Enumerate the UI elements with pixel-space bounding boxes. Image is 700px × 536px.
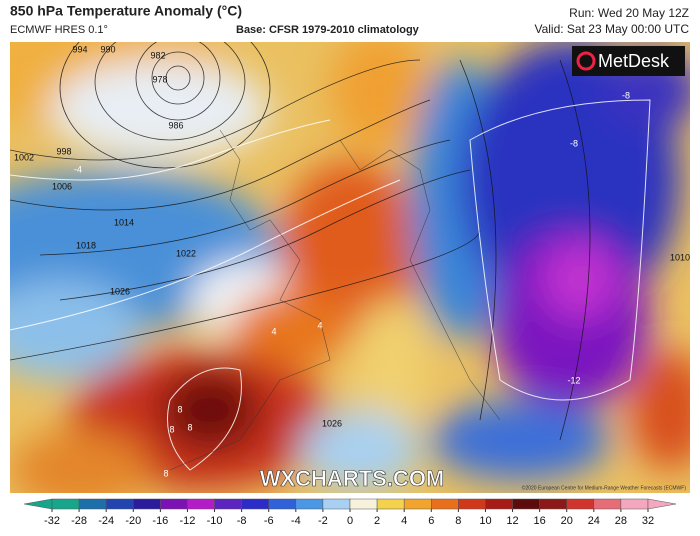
contour-label: 8 bbox=[163, 468, 168, 478]
colorbar-label: -6 bbox=[264, 515, 274, 527]
run: Run: Wed 20 May 12Z bbox=[569, 6, 689, 20]
colorbar-label: 12 bbox=[506, 515, 518, 527]
colorbar-segment bbox=[620, 498, 649, 510]
colorbar-segment bbox=[160, 498, 188, 510]
contour-label: 4 bbox=[271, 326, 276, 336]
colorbar-segment bbox=[512, 498, 540, 510]
copyright: ©2020 European Centre for Medium-Range W… bbox=[522, 484, 687, 491]
contour-label: -12 bbox=[567, 375, 580, 385]
logo: MetDesk bbox=[598, 51, 670, 71]
contour-label: 8 bbox=[169, 424, 174, 434]
watermark: WXCHARTS.COM bbox=[260, 466, 445, 491]
colorbar-label: 32 bbox=[642, 515, 654, 527]
colorbar-label: 8 bbox=[455, 515, 461, 527]
isobar-label: 1018 bbox=[76, 240, 96, 250]
isobar-label: 1026 bbox=[322, 418, 342, 428]
colorbar-label: -32 bbox=[44, 515, 60, 527]
colorbar-segment bbox=[51, 498, 80, 510]
colorbar-label: -4 bbox=[291, 515, 301, 527]
base: Base: CFSR 1979-2010 climatology bbox=[236, 24, 420, 36]
model: ECMWF HRES 0.1° bbox=[10, 24, 108, 36]
colorbar-label: 2 bbox=[374, 515, 380, 527]
colorbar-label: -16 bbox=[152, 515, 168, 527]
colorbar-segment bbox=[403, 498, 432, 510]
contour-label: -8 bbox=[622, 90, 630, 100]
colorbar-label: -8 bbox=[237, 515, 247, 527]
colorbar-label: 10 bbox=[479, 515, 491, 527]
colorbar-segment bbox=[458, 498, 486, 510]
colorbar-segment bbox=[295, 498, 324, 510]
isobar-label: 994 bbox=[72, 44, 87, 54]
colorbar-label: 6 bbox=[428, 515, 434, 527]
colorbar-label: -20 bbox=[125, 515, 141, 527]
colorbar-label: 20 bbox=[561, 515, 573, 527]
contour-label: 8 bbox=[187, 422, 192, 432]
colorbar-segment bbox=[268, 498, 297, 510]
colorbar-label: 28 bbox=[615, 515, 627, 527]
isobar-label: 978 bbox=[152, 74, 167, 84]
colorbar-end bbox=[647, 498, 677, 510]
isobar-label: 990 bbox=[100, 44, 115, 54]
colorbar-segment bbox=[214, 498, 242, 510]
contour-label: -8 bbox=[570, 138, 578, 148]
colorbar-segment bbox=[133, 498, 161, 510]
colorbar-label: -12 bbox=[180, 515, 196, 527]
colorbar-segment bbox=[349, 498, 378, 510]
colorbar-segment bbox=[485, 498, 513, 510]
colorbar-segment bbox=[187, 498, 215, 510]
colorbar-label: 0 bbox=[347, 515, 353, 527]
colorbar-segment bbox=[431, 498, 459, 510]
isobar-label: 1010 bbox=[670, 252, 690, 262]
colorbar-segment bbox=[78, 498, 107, 510]
colorbar-label: 24 bbox=[588, 515, 600, 527]
contour-label: 8 bbox=[177, 404, 182, 414]
colorbar-end bbox=[23, 498, 53, 510]
colorbar-segment bbox=[376, 498, 405, 510]
map bbox=[10, 42, 690, 493]
colorbar-label: -28 bbox=[71, 515, 87, 527]
isobar-label: 1022 bbox=[176, 248, 196, 258]
colorbar-segment bbox=[241, 498, 269, 510]
colorbar-segment bbox=[593, 498, 622, 510]
colorbar-segment bbox=[322, 498, 351, 510]
isobar-label: 1006 bbox=[52, 181, 72, 191]
title: 850 hPa Temperature Anomaly (°C) bbox=[10, 3, 242, 19]
isobar-label: 1026 bbox=[110, 286, 130, 296]
isobar-label: 1002 bbox=[14, 152, 34, 162]
colorbar-label: -2 bbox=[318, 515, 328, 527]
colorbar-label: -24 bbox=[98, 515, 114, 527]
logo-icon bbox=[576, 51, 596, 71]
logo-box bbox=[572, 46, 685, 76]
colorbar-label: 4 bbox=[401, 515, 407, 527]
isobar-label: 998 bbox=[56, 146, 71, 156]
colorbar-segment bbox=[105, 498, 134, 510]
isobar-label: 1014 bbox=[114, 217, 134, 227]
isobar-label: 986 bbox=[168, 120, 183, 130]
contour-label: -4 bbox=[74, 164, 82, 174]
contour-label: 4 bbox=[317, 320, 322, 330]
isobar-label: 982 bbox=[150, 50, 165, 60]
colorbar-segment bbox=[566, 498, 595, 510]
colorbar-label: -10 bbox=[207, 515, 223, 527]
colorbar-label: 16 bbox=[534, 515, 546, 527]
colorbar: -32 -28 -24 -20 -16 -12 -10 -8 -6 -4 -2 0 2 4 6 8 10 12 16… bbox=[23, 498, 677, 527]
valid: Valid: Sat 23 May 00:00 UTC bbox=[534, 22, 689, 36]
colorbar-segment bbox=[539, 498, 567, 510]
